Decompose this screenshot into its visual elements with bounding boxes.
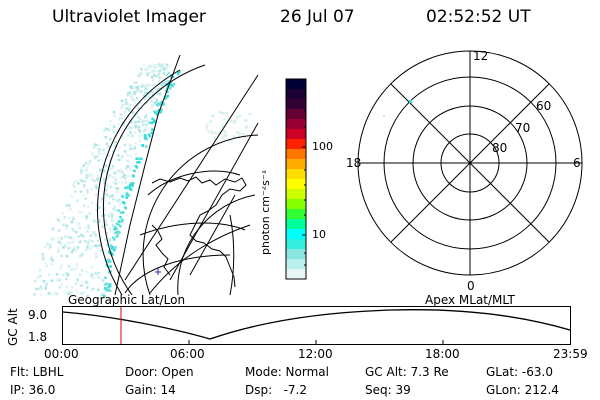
polar-emission-spots bbox=[383, 100, 412, 117]
time-tick-0600: 06:00 bbox=[170, 347, 205, 361]
colorbar-band bbox=[286, 139, 306, 150]
colorbar-band bbox=[286, 209, 306, 220]
geographic-image-panel bbox=[33, 55, 259, 298]
time-label: 02:52:52 UT bbox=[426, 7, 531, 27]
gc-alt-axis-title: GC Alt bbox=[6, 308, 20, 346]
colorbar-band bbox=[286, 119, 306, 130]
mlt-label-18: 18 bbox=[346, 156, 361, 170]
lat-label-70: 70 bbox=[515, 121, 530, 135]
colorbar-band bbox=[286, 239, 306, 250]
apex-coords-label: Apex MLat/MLT bbox=[425, 293, 515, 307]
colorbar-band bbox=[286, 99, 306, 110]
info-gc-alt: GC Alt: 7.3 Re bbox=[365, 365, 449, 379]
colorbar-band bbox=[286, 219, 306, 230]
colorbar-band bbox=[286, 199, 306, 210]
info-gain: Gain: 14 bbox=[125, 383, 176, 397]
info-mode: Mode: Normal bbox=[245, 365, 329, 379]
colorbar-band bbox=[286, 129, 306, 140]
colorbar-band bbox=[286, 149, 306, 160]
alt-tick-low: 1.8 bbox=[28, 330, 48, 344]
lat-label-60: 60 bbox=[536, 99, 551, 113]
colorbar-tick-10: 10 bbox=[312, 228, 326, 241]
svg-text:GC Alt: GC Alt bbox=[6, 308, 20, 346]
polar-mlat-mlt-plot: 12 6 0 18 60 70 80 bbox=[346, 49, 583, 293]
info-glon: GLon: 212.4 bbox=[486, 383, 559, 397]
date-label: 26 Jul 07 bbox=[280, 7, 355, 27]
uv-emission-pattern bbox=[33, 63, 252, 298]
info-ip: IP: 36.0 bbox=[10, 383, 56, 397]
colorbar-band bbox=[286, 89, 306, 100]
mlt-label-0: 0 bbox=[467, 279, 475, 293]
altitude-strip-plot bbox=[62, 306, 571, 345]
colorbar: photon cm⁻²s⁻¹ bbox=[262, 78, 307, 280]
colorbar-gradient bbox=[286, 79, 306, 280]
time-tick-2359: 23:59 bbox=[553, 347, 588, 361]
time-tick-1800: 18:00 bbox=[425, 347, 460, 361]
colorbar-band bbox=[286, 159, 306, 170]
colorbar-band bbox=[286, 259, 306, 270]
time-tick-0000: 00:00 bbox=[44, 347, 79, 361]
colorbar-frame bbox=[285, 78, 307, 280]
colorbar-band bbox=[286, 109, 306, 120]
mlt-label-6: 6 bbox=[573, 156, 581, 170]
lat-label-80: 80 bbox=[492, 141, 507, 155]
colorbar-band bbox=[286, 189, 306, 200]
time-tick-1200: 12:00 bbox=[298, 347, 333, 361]
geographic-grid bbox=[97, 55, 259, 296]
info-seq: Seq: 39 bbox=[365, 383, 411, 397]
info-dsp: Dsp: -7.2 bbox=[245, 383, 308, 397]
colorbar-band bbox=[286, 269, 306, 280]
info-filter: Flt: LBHL bbox=[10, 365, 64, 379]
info-door: Door: Open bbox=[125, 365, 194, 379]
colorbar-band bbox=[286, 249, 306, 260]
mlt-label-12: 12 bbox=[473, 49, 488, 63]
colorbar-tick-100: 100 bbox=[312, 140, 333, 153]
colorbar-band bbox=[286, 179, 306, 190]
colorbar-band bbox=[286, 79, 306, 90]
coastline bbox=[151, 176, 247, 288]
colorbar-ticks bbox=[302, 94, 306, 266]
info-glat: GLat: -63.0 bbox=[486, 365, 553, 379]
colorbar-band bbox=[286, 229, 306, 240]
altitude-strip-frame bbox=[62, 306, 571, 345]
spacecraft-track bbox=[155, 268, 161, 275]
altitude-strip-ticks bbox=[188, 340, 444, 344]
instrument-title: Ultraviolet Imager bbox=[52, 7, 206, 27]
colorbar-unit-label: photon cm⁻²s⁻¹ bbox=[262, 170, 272, 255]
alt-tick-high: 9.0 bbox=[28, 308, 48, 322]
altitude-curve bbox=[62, 309, 571, 340]
colorbar-band bbox=[286, 169, 306, 180]
geographic-coords-label: Geographic Lat/Lon bbox=[68, 293, 186, 307]
polar-grid bbox=[357, 50, 583, 276]
